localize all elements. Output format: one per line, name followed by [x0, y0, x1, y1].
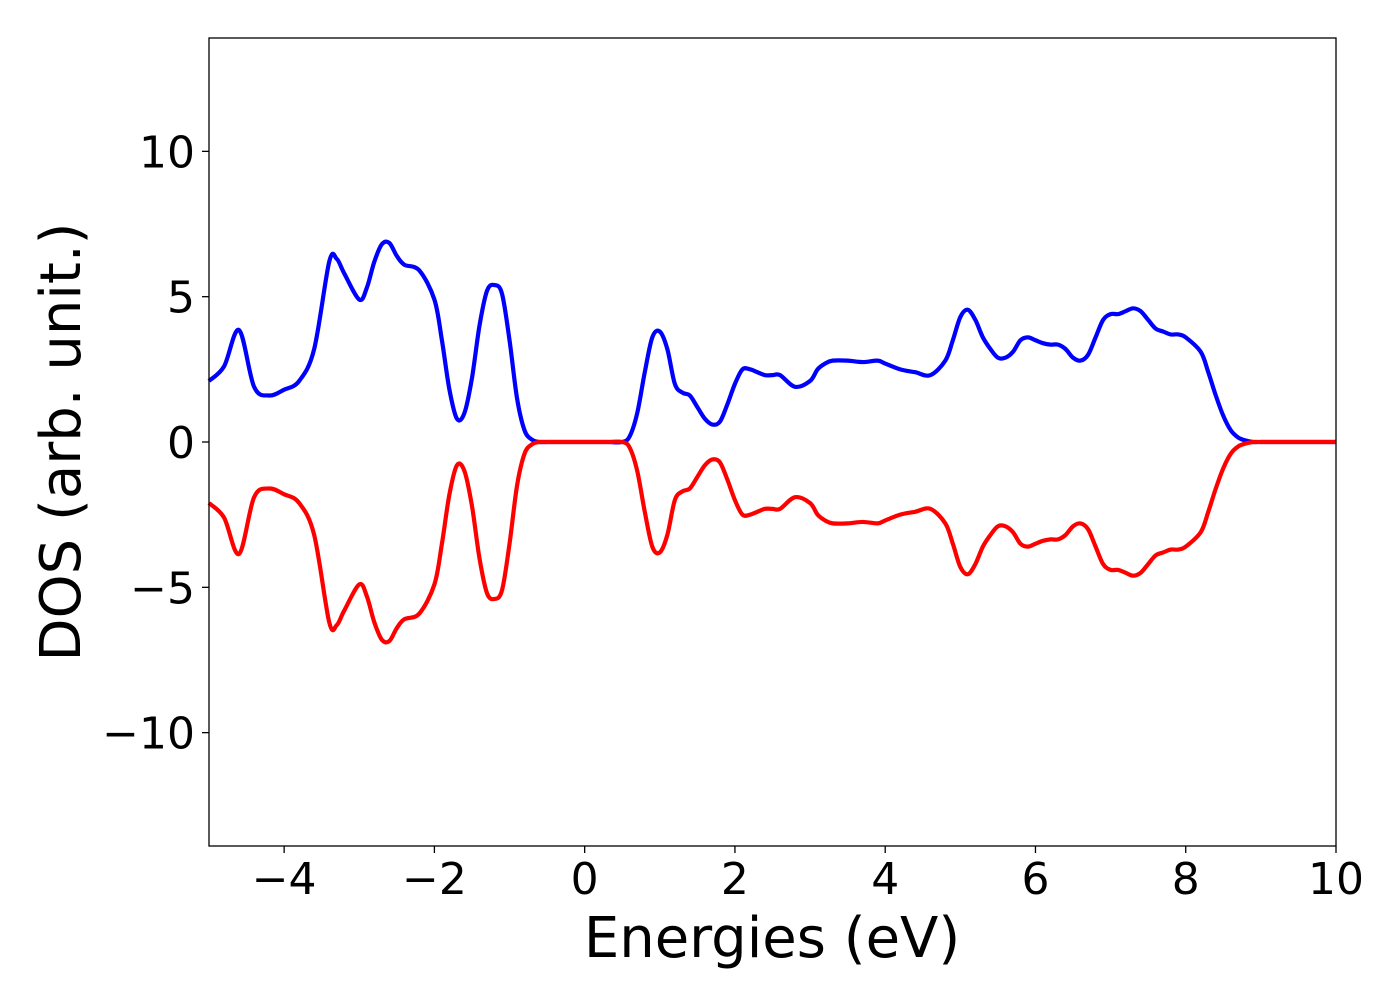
x-tick-label: −2 — [402, 854, 467, 905]
series-line-spin-up — [207, 239, 1336, 445]
x-tick-label: 6 — [1021, 854, 1049, 905]
x-axis-label: Energies (eV) — [584, 906, 960, 971]
x-tick-label: 0 — [571, 854, 599, 905]
y-axis-label: DOS (arb. unit.) — [29, 222, 94, 661]
x-tick-label: 8 — [1172, 854, 1200, 905]
y-axis: 10 5 0 −5 −10 — [102, 127, 209, 760]
x-tick-label: 2 — [721, 854, 749, 905]
series-line-spin-down — [207, 439, 1336, 645]
x-tick-label: −4 — [252, 854, 317, 905]
x-tick-label: 10 — [1308, 854, 1364, 905]
x-axis: −4 −2 0 2 4 6 8 10 — [252, 846, 1364, 905]
y-tick-label: 5 — [167, 273, 195, 324]
y-tick-label: −10 — [102, 709, 195, 760]
y-tick-label: 10 — [139, 127, 195, 178]
y-tick-label: 0 — [167, 418, 195, 469]
series-layer — [207, 239, 1336, 645]
x-tick-label: 4 — [871, 854, 899, 905]
y-tick-label: −5 — [130, 563, 195, 614]
